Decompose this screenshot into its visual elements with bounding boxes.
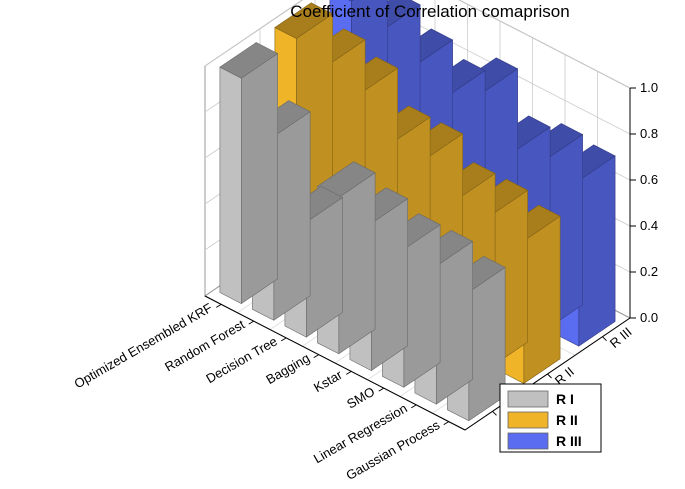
- bar-face: [435, 240, 473, 405]
- legend-label: R II: [556, 412, 578, 428]
- bars: [219, 0, 616, 422]
- bar-r-i-1: [219, 42, 279, 305]
- z-tick-label: 1.0: [640, 80, 658, 95]
- z-tick-label: 0.6: [640, 172, 658, 187]
- legend-swatch: [507, 411, 549, 429]
- bar-face: [403, 224, 441, 388]
- legend-label: R I: [556, 391, 574, 407]
- category-tick-mark: [378, 387, 385, 392]
- bar-top: [274, 2, 334, 39]
- z-tick-label: 0.8: [640, 126, 658, 141]
- series-tick-mark: [492, 410, 497, 416]
- bar-face: [578, 155, 616, 347]
- category-tick-mark: [410, 404, 417, 409]
- category-tick-mark: [443, 421, 450, 426]
- bar-face: [523, 215, 561, 385]
- category-label: Bagging: [263, 350, 312, 387]
- category-label: Kstar: [311, 367, 345, 395]
- z-tick-label: 0.0: [640, 310, 658, 325]
- bar-face: [273, 111, 311, 321]
- bar-side: [219, 66, 242, 305]
- bar-face: [241, 52, 278, 305]
- series-tick-mark: [547, 373, 552, 379]
- category-tick-mark: [313, 354, 320, 359]
- series-tick-mark: [602, 336, 607, 342]
- bar-top: [348, 0, 354, 2]
- z-tick-label: 0.4: [640, 218, 658, 233]
- category-tick-mark: [215, 303, 222, 308]
- category-tick-mark: [280, 337, 287, 342]
- bar-face: [338, 172, 376, 355]
- legend-swatch: [507, 432, 549, 450]
- category-tick-mark: [345, 370, 352, 375]
- category-label: SMO: [344, 384, 377, 412]
- legend-swatch: [507, 390, 549, 408]
- category-axis-line: [204, 295, 466, 431]
- chart-title: Coefficient of Correlation comaprison: [290, 2, 569, 21]
- legend: R I R II R III: [499, 383, 602, 453]
- bar-top: [219, 42, 279, 79]
- z-tick-label: 0.2: [640, 264, 658, 279]
- legend-label: R III: [556, 433, 582, 449]
- bar-face: [370, 198, 408, 372]
- category-tick-mark: [248, 320, 255, 325]
